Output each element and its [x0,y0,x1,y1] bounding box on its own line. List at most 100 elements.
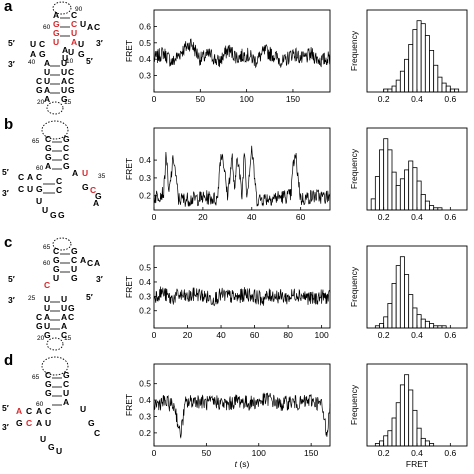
x-tick-label: 150 [304,448,318,458]
histogram-bar [399,384,405,447]
rna-label: 65 [43,244,51,251]
rna-label: G [63,134,70,144]
rna-label: 65 [32,138,40,145]
y-tick-label: 0.5 [139,379,151,389]
fret-histogram-a: 0.2 0.4 0.6 Frequency [349,9,468,104]
rna-label: U [62,53,68,63]
rna-label: 15 [64,99,72,106]
x-tick-label: 0.6 [444,212,456,222]
histogram-bar [399,178,405,211]
rna-label: G [36,184,43,194]
histogram-bar [420,437,426,447]
rna-label: A [16,406,22,416]
y-tick-label: 0.4 [139,155,151,165]
x-tick-label: 150 [286,94,300,104]
histogram-bar [445,85,451,93]
histogram-bar [416,427,422,447]
rna-label: G [68,303,75,313]
y-axis-label: FRET [124,40,134,62]
x-tick-label: 0 [152,448,157,458]
rna-label: U [80,19,86,29]
rna-label: U [61,85,67,95]
rna-label: G [95,191,102,201]
histogram-bar [379,149,385,211]
histogram-bar [420,194,426,211]
rna-label: 60 [36,165,44,172]
panel-a: a 5′ 3′ 3′ 5′ 60 90 40 20 15 10 A C G C … [0,0,474,118]
y-axis-label: FRET [124,158,134,180]
fret-trace-line [153,38,331,69]
rna-label: G [61,94,68,104]
rna-label: G [45,143,52,153]
histogram-bar [412,167,418,211]
x-tick-label: 0.2 [378,212,390,222]
fret-trace-line [153,286,331,307]
rna-label: A [93,198,99,208]
rna-label: A [62,45,68,55]
rna-label: 90 [75,6,83,13]
rna-label: G [44,330,51,340]
rna-label: U [45,418,51,428]
rna-label: G [45,388,52,398]
x-tick-label: 100 [315,330,329,340]
rna-label: C [45,134,51,144]
rna-label: C [71,19,77,29]
histogram-bar [383,435,389,447]
rna-label: U [82,168,88,178]
x-tick-label: 60 [296,212,306,222]
rna-label: G [71,273,78,283]
histogram-bar [420,318,426,329]
rna-label: C [63,152,69,162]
rna-label: C [63,379,69,389]
x-tick-label: 50 [202,448,212,458]
plot-frame [153,363,331,447]
y-tick-label: 0.6 [139,21,151,31]
rna-label: 25 [28,295,36,302]
histogram-bar [424,200,430,211]
rna-label: C [68,67,74,77]
rna-label: 3′ [8,295,15,305]
x-tick-label: 100 [240,94,254,104]
x-tick-label: 100 [252,448,266,458]
rna-label: C [18,184,24,194]
rna-label: A [44,94,50,104]
fret-histogram-c: 0.2 0.4 0.6 Frequency [349,245,468,340]
rna-label: G [68,85,75,95]
rna-label: G [48,442,55,452]
y-axis-label: FRET [124,276,134,298]
rna-label: A [94,258,100,268]
rna-label: C [71,255,77,265]
rna-label: G [50,210,57,220]
histogram-bar [412,29,418,93]
rna-label: G [39,49,46,59]
panel-label: d [4,352,14,369]
histogram-bar [395,265,401,329]
fret-trace-a: 0 50 100 150 0.3 0.4 0.5 0.6 FRET [124,9,331,104]
panel-label: a [4,0,13,15]
rna-label: 15 [64,335,72,342]
histogram-bar [395,185,401,211]
rna-label: G [53,255,60,265]
panel-d: d 65 60 5′ 3′ C G G C G U A C A C G C A … [0,352,474,472]
histogram-bar [433,64,439,93]
rna-label: G [78,49,85,59]
rna-label: G [58,210,65,220]
rna-label: 5′ [86,56,93,66]
rna-label: A [72,168,78,178]
histogram-bar [387,149,393,211]
rna-label: A [87,22,93,32]
x-tick-label: 0.2 [378,94,390,104]
rna-label: 5′ [2,403,9,413]
rna-label: U [80,404,86,414]
rna-label: C [87,258,93,268]
histogram-bar [441,82,447,93]
rna-label: U [71,264,77,274]
rna-label: G [16,418,23,428]
x-tick-label: 0.4 [411,330,423,340]
rna-label: U [36,196,42,206]
histogram-bar [412,409,418,447]
x-tick-label: 0.4 [411,94,423,104]
rna-label: U [61,67,67,77]
histogram-bar [391,417,397,447]
panel-b: b 65 60 5′ 3′ 35 C G G C G C A G C A C C… [0,116,474,236]
